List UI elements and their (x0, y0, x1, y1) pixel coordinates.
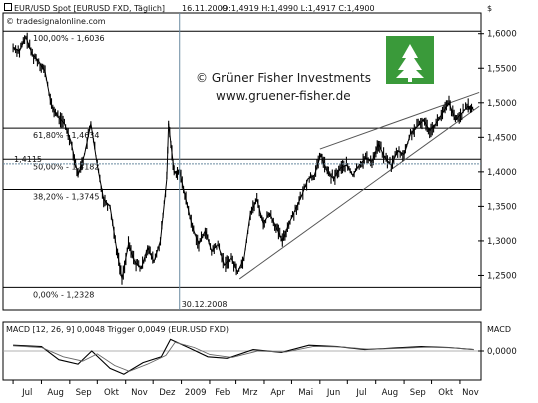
macd-axis-label: MACD (487, 325, 511, 334)
date-axis: Jul Aug Sep Okt Nov Dez 2009 Feb Mrz Apr Mai Jun Jul… (12, 380, 479, 398)
y-tick-label: 1,6000 (487, 30, 517, 40)
fib-level-label: 50,00% - 1,4182 (33, 162, 99, 171)
trend-channel (238, 91, 480, 280)
price-series (12, 32, 474, 285)
y-tick-label: 1,4000 (487, 168, 517, 178)
watermark: © Grüner Fisher Investments www.gruener-… (196, 36, 434, 103)
x-tick-label: Aug (47, 388, 64, 398)
x-tick-label: Aug (382, 388, 399, 398)
fib-level-label: 100,00% - 1,6036 (33, 34, 105, 43)
x-tick-label: Mai (298, 388, 313, 398)
x-tick-label: Jul (21, 388, 32, 398)
source-credit: © tradesignalonline.com (6, 17, 106, 26)
fibonacci-levels: 100,00% - 1,6036 61,80% - 1,4634 50,00% - … (3, 30, 481, 299)
x-tick-label: Mrz (242, 388, 258, 398)
x-tick-label: Jun (326, 388, 340, 398)
y-tick-label: 1,5500 (487, 64, 517, 74)
macd-tick-label: 0,0000 (487, 347, 517, 357)
chart-header: EUR/USD Spot [EURUSD FXD, Täglich] 16.11… (4, 3, 492, 13)
y-tick-label: 1,5000 (487, 99, 517, 109)
price-axis: 1,6000 1,5500 1,5000 1,4500 1,4000 1,3500 1,30… (478, 30, 517, 281)
y-tick-label: 1,3000 (487, 237, 517, 247)
price-close-line (12, 35, 474, 279)
header-ohlc: O:1,4919 H:1,4990 L:1,4917 C:1,4900 (222, 4, 375, 13)
macd-axis: 0,0000 (478, 347, 517, 357)
x-tick-label: Jul (355, 388, 366, 398)
trigger-line (13, 341, 474, 372)
x-tick-label: Okt (104, 388, 120, 398)
header-swatch-inner (5, 4, 11, 10)
y-tick-label: 1,2500 (487, 271, 517, 281)
header-date: 16.11.2009 (182, 4, 228, 13)
fib-level-label: 38,20% - 1,3745 (33, 192, 99, 201)
tree-logo-icon (386, 36, 434, 84)
x-tick-label: Sep (410, 388, 426, 398)
level-marker-label: 1,4115 (14, 155, 42, 164)
x-tick-label: Apr (270, 388, 285, 398)
watermark-url: www.gruener-fisher.de (216, 89, 351, 103)
instrument-title: EUR/USD Spot [EURUSD FXD, Täglich] (14, 4, 165, 13)
watermark-company: © Grüner Fisher Investments (196, 71, 371, 85)
x-tick-label: Okt (438, 388, 454, 398)
macd-title: MACD [12, 26, 9] 0,0048 Trigger 0,0049 (… (6, 325, 229, 334)
fib-level-label: 61,80% - 1,4634 (33, 131, 99, 140)
currency-symbol: $ (487, 4, 492, 13)
x-tick-label: Nov (462, 388, 479, 398)
fib-level-label: 0,00% - 1,2328 (33, 290, 94, 299)
trend-resistance-line (319, 91, 480, 150)
y-tick-label: 1,3500 (487, 202, 517, 212)
x-tick-label: 2009 (185, 388, 207, 398)
x-tick-label: Dez (159, 388, 176, 398)
trend-support-line (238, 105, 480, 280)
x-tick-label: Feb (215, 388, 230, 398)
x-tick-label: Nov (131, 388, 148, 398)
x-tick-label: Sep (76, 388, 92, 398)
y-tick-label: 1,4500 (487, 133, 517, 143)
date-marker-label: 30.12.2008 (182, 300, 228, 309)
macd-series (3, 338, 481, 375)
